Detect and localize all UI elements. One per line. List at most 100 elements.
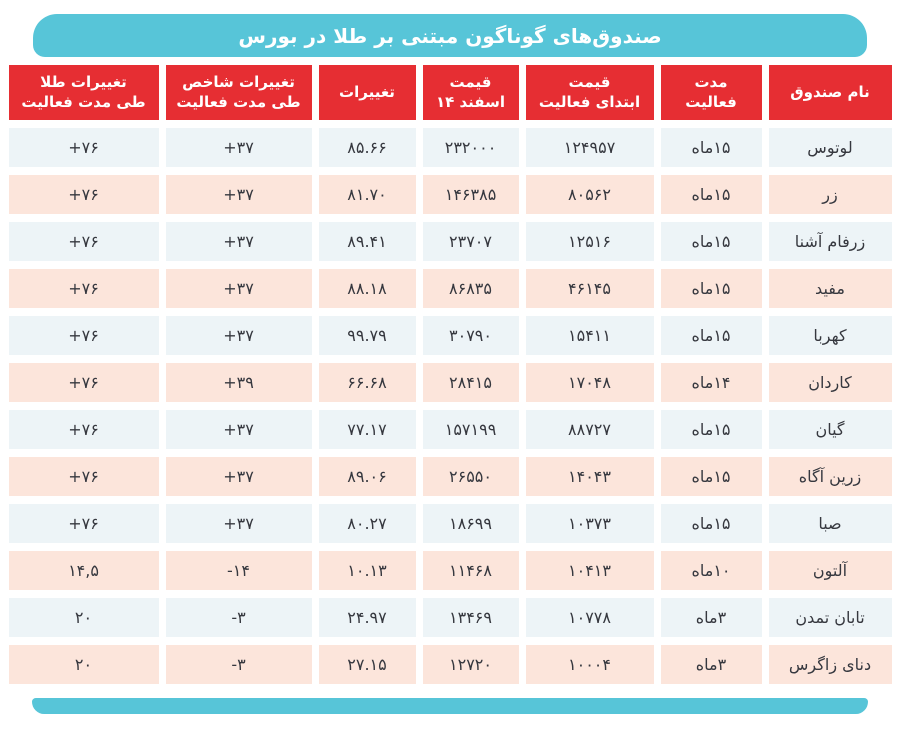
cell-change: ۸۸.۱۸	[318, 269, 416, 308]
cell-index_change: +۳۷	[165, 222, 312, 261]
cell-index_change: -۳	[165, 598, 312, 637]
page-title: صندوق‌های گوناگون مبتنی بر طلا در بورس	[238, 23, 662, 48]
cell-esfand_price: ۸۶۸۳۵	[422, 269, 519, 308]
table-row: گیان ۱۵ماه ۸۸۷۲۷ ۱۵۷۱۹۹ ۷۷.۱۷ +۳۷ +۷۶	[8, 410, 892, 449]
cell-esfand_price: ۱۱۴۶۸	[422, 551, 519, 590]
cell-duration: ۳ماه	[660, 645, 762, 684]
table-row: لوتوس ۱۵ماه ۱۲۴۹۵۷ ۲۳۲۰۰۰ ۸۵.۶۶ +۳۷ +۷۶	[8, 128, 892, 167]
cell-esfand_price: ۱۴۶۳۸۵	[422, 175, 519, 214]
cell-name: لوتوس	[768, 128, 892, 167]
cell-name: کاردان	[768, 363, 892, 402]
cell-esfand_price: ۲۳۲۰۰۰	[422, 128, 519, 167]
table-row: دنای زاگرس ۳ماه ۱۰۰۰۴ ۱۲۷۲۰ ۲۷.۱۵ -۳ ۲۰	[8, 645, 892, 684]
cell-esfand_price: ۲۳۷۰۷	[422, 222, 519, 261]
cell-duration: ۱۵ماه	[660, 269, 762, 308]
cell-index_change: +۳۷	[165, 175, 312, 214]
column-header-name: نام صندوق	[768, 65, 892, 120]
table-row: کهربا ۱۵ماه ۱۵۴۱۱ ۳۰۷۹۰ ۹۹.۷۹ +۳۷ +۷۶	[8, 316, 892, 355]
cell-duration: ۱۵ماه	[660, 410, 762, 449]
cell-duration: ۱۵ماه	[660, 316, 762, 355]
cell-duration: ۱۵ماه	[660, 175, 762, 214]
cell-name: گیان	[768, 410, 892, 449]
title-bar: صندوق‌های گوناگون مبتنی بر طلا در بورس	[33, 14, 867, 57]
cell-esfand_price: ۱۳۴۶۹	[422, 598, 519, 637]
cell-index_change: -۳	[165, 645, 312, 684]
column-header-start_price: قیمت ابتدای فعالیت	[525, 65, 654, 120]
cell-name: صبا	[768, 504, 892, 543]
cell-start_price: ۸۰۵۶۲	[525, 175, 654, 214]
cell-index_change: +۳۷	[165, 269, 312, 308]
cell-name: آلتون	[768, 551, 892, 590]
cell-index_change: +۳۷	[165, 410, 312, 449]
cell-change: ۲۴.۹۷	[318, 598, 416, 637]
cell-index_change: +۳۷	[165, 457, 312, 496]
cell-change: ۷۷.۱۷	[318, 410, 416, 449]
cell-change: ۸۰.۲۷	[318, 504, 416, 543]
cell-start_price: ۱۰۴۱۳	[525, 551, 654, 590]
cell-name: زرفام آشنا	[768, 222, 892, 261]
cell-gold_change: ۲۰	[8, 645, 159, 684]
cell-esfand_price: ۳۰۷۹۰	[422, 316, 519, 355]
column-header-index_change: تغییرات شاخص طی مدت فعالیت	[165, 65, 312, 120]
cell-start_price: ۱۰۷۷۸	[525, 598, 654, 637]
cell-gold_change: +۷۶	[8, 269, 159, 308]
cell-gold_change: +۷۶	[8, 410, 159, 449]
cell-start_price: ۴۶۱۴۵	[525, 269, 654, 308]
cell-gold_change: +۷۶	[8, 363, 159, 402]
cell-gold_change: +۷۶	[8, 175, 159, 214]
cell-gold_change: ۱۴,۵	[8, 551, 159, 590]
column-header-duration: مدت فعالیت	[660, 65, 762, 120]
bottom-accent-bar	[32, 698, 868, 714]
cell-start_price: ۱۴۰۴۳	[525, 457, 654, 496]
cell-name: زر	[768, 175, 892, 214]
cell-start_price: ۱۲۴۹۵۷	[525, 128, 654, 167]
header-row: نام صندوق مدت فعالیت قیمت ابتدای فعالیت قیمت ا…	[8, 65, 892, 120]
cell-name: مفید	[768, 269, 892, 308]
table-row: صبا ۱۵ماه ۱۰۳۷۳ ۱۸۶۹۹ ۸۰.۲۷ +۳۷ +۷۶	[8, 504, 892, 543]
table-row: کاردان ۱۴ماه ۱۷۰۴۸ ۲۸۴۱۵ ۶۶.۶۸ +۳۹ +۷۶	[8, 363, 892, 402]
cell-index_change: -۱۴	[165, 551, 312, 590]
table-row: تابان تمدن ۳ماه ۱۰۷۷۸ ۱۳۴۶۹ ۲۴.۹۷ -۳ ۲۰	[8, 598, 892, 637]
cell-duration: ۱۵ماه	[660, 504, 762, 543]
cell-gold_change: +۷۶	[8, 316, 159, 355]
cell-esfand_price: ۲۸۴۱۵	[422, 363, 519, 402]
table-row: آلتون ۱۰ماه ۱۰۴۱۳ ۱۱۴۶۸ ۱۰.۱۳ -۱۴ ۱۴,۵	[8, 551, 892, 590]
cell-gold_change: +۷۶	[8, 222, 159, 261]
cell-index_change: +۳۷	[165, 316, 312, 355]
cell-duration: ۱۵ماه	[660, 128, 762, 167]
cell-start_price: ۸۸۷۲۷	[525, 410, 654, 449]
cell-change: ۶۶.۶۸	[318, 363, 416, 402]
cell-start_price: ۱۷۰۴۸	[525, 363, 654, 402]
cell-duration: ۱۰ماه	[660, 551, 762, 590]
cell-gold_change: +۷۶	[8, 457, 159, 496]
cell-start_price: ۱۰۳۷۳	[525, 504, 654, 543]
cell-start_price: ۱۰۰۰۴	[525, 645, 654, 684]
table-row: زر ۱۵ماه ۸۰۵۶۲ ۱۴۶۳۸۵ ۸۱.۷۰ +۳۷ +۷۶	[8, 175, 892, 214]
cell-name: دنای زاگرس	[768, 645, 892, 684]
cell-index_change: +۳۷	[165, 504, 312, 543]
cell-esfand_price: ۱۵۷۱۹۹	[422, 410, 519, 449]
cell-gold_change: +۷۶	[8, 504, 159, 543]
cell-gold_change: ۲۰	[8, 598, 159, 637]
cell-change: ۸۹.۰۶	[318, 457, 416, 496]
table-row: مفید ۱۵ماه ۴۶۱۴۵ ۸۶۸۳۵ ۸۸.۱۸ +۳۷ +۷۶	[8, 269, 892, 308]
cell-start_price: ۱۲۵۱۶	[525, 222, 654, 261]
cell-duration: ۱۵ماه	[660, 222, 762, 261]
infographic-card: صندوق‌های گوناگون مبتنی بر طلا در بورس ن…	[0, 14, 900, 730]
column-header-esfand_price: قیمت اسفند ۱۴	[422, 65, 519, 120]
cell-change: ۸۵.۶۶	[318, 128, 416, 167]
cell-duration: ۱۴ماه	[660, 363, 762, 402]
cell-esfand_price: ۲۶۵۵۰	[422, 457, 519, 496]
cell-change: ۱۰.۱۳	[318, 551, 416, 590]
column-header-change: تغییرات	[318, 65, 416, 120]
table-body: لوتوس ۱۵ماه ۱۲۴۹۵۷ ۲۳۲۰۰۰ ۸۵.۶۶ +۳۷ +۷۶ زر ۱۵ماه…	[8, 128, 892, 684]
cell-name: تابان تمدن	[768, 598, 892, 637]
funds-table: نام صندوق مدت فعالیت قیمت ابتدای فعالیت قیمت ا…	[2, 57, 899, 692]
cell-esfand_price: ۱۸۶۹۹	[422, 504, 519, 543]
table-row: زرفام آشنا ۱۵ماه ۱۲۵۱۶ ۲۳۷۰۷ ۸۹.۴۱ +۳۷ +۷۶	[8, 222, 892, 261]
cell-change: ۹۹.۷۹	[318, 316, 416, 355]
cell-duration: ۱۵ماه	[660, 457, 762, 496]
cell-name: کهربا	[768, 316, 892, 355]
cell-esfand_price: ۱۲۷۲۰	[422, 645, 519, 684]
cell-start_price: ۱۵۴۱۱	[525, 316, 654, 355]
